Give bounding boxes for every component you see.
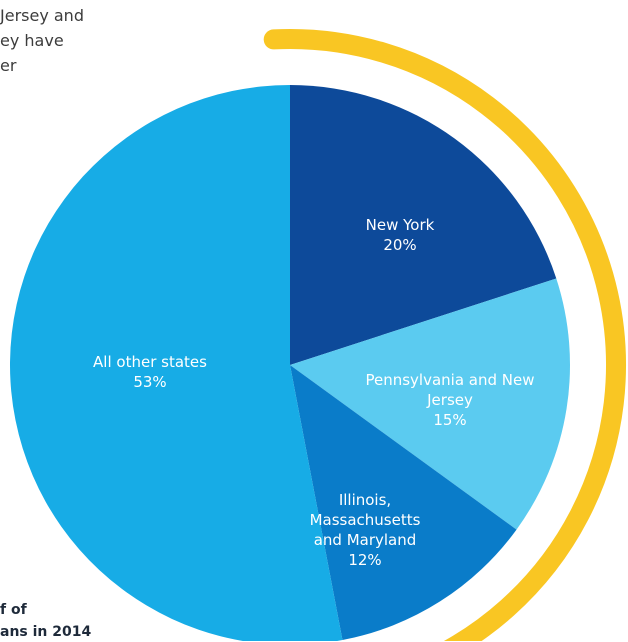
category-label: All other states <box>93 353 207 371</box>
note-text: Jersey and <box>0 6 84 25</box>
value-label: 12% <box>348 551 382 569</box>
note-text: er <box>0 56 17 75</box>
value-label: 20% <box>383 236 417 254</box>
slice-label: Illinois, Massachusetts and Maryland 12% <box>300 490 430 570</box>
note-text: ey have <box>0 31 64 50</box>
pie-slice <box>10 85 343 641</box>
slice-label: New York 20% <box>340 215 460 255</box>
value-label: 53% <box>133 373 167 391</box>
pie-slice <box>290 85 557 365</box>
pie-slice <box>290 365 517 641</box>
category-label: New York <box>365 216 435 234</box>
caption-text: ans in 2014 <box>0 624 92 640</box>
ring <box>263 29 626 641</box>
slice-label: Pennsylvania and New Jersey 15% <box>355 370 545 430</box>
slice-label: All other states 53% <box>65 352 235 392</box>
pie-slice <box>290 278 571 530</box>
category-label: Pennsylvania and New Jersey <box>365 371 535 409</box>
caption-text: f of <box>0 602 27 618</box>
category-label: Illinois, Massachusetts and Maryland <box>309 491 421 549</box>
value-label: 15% <box>433 411 467 429</box>
